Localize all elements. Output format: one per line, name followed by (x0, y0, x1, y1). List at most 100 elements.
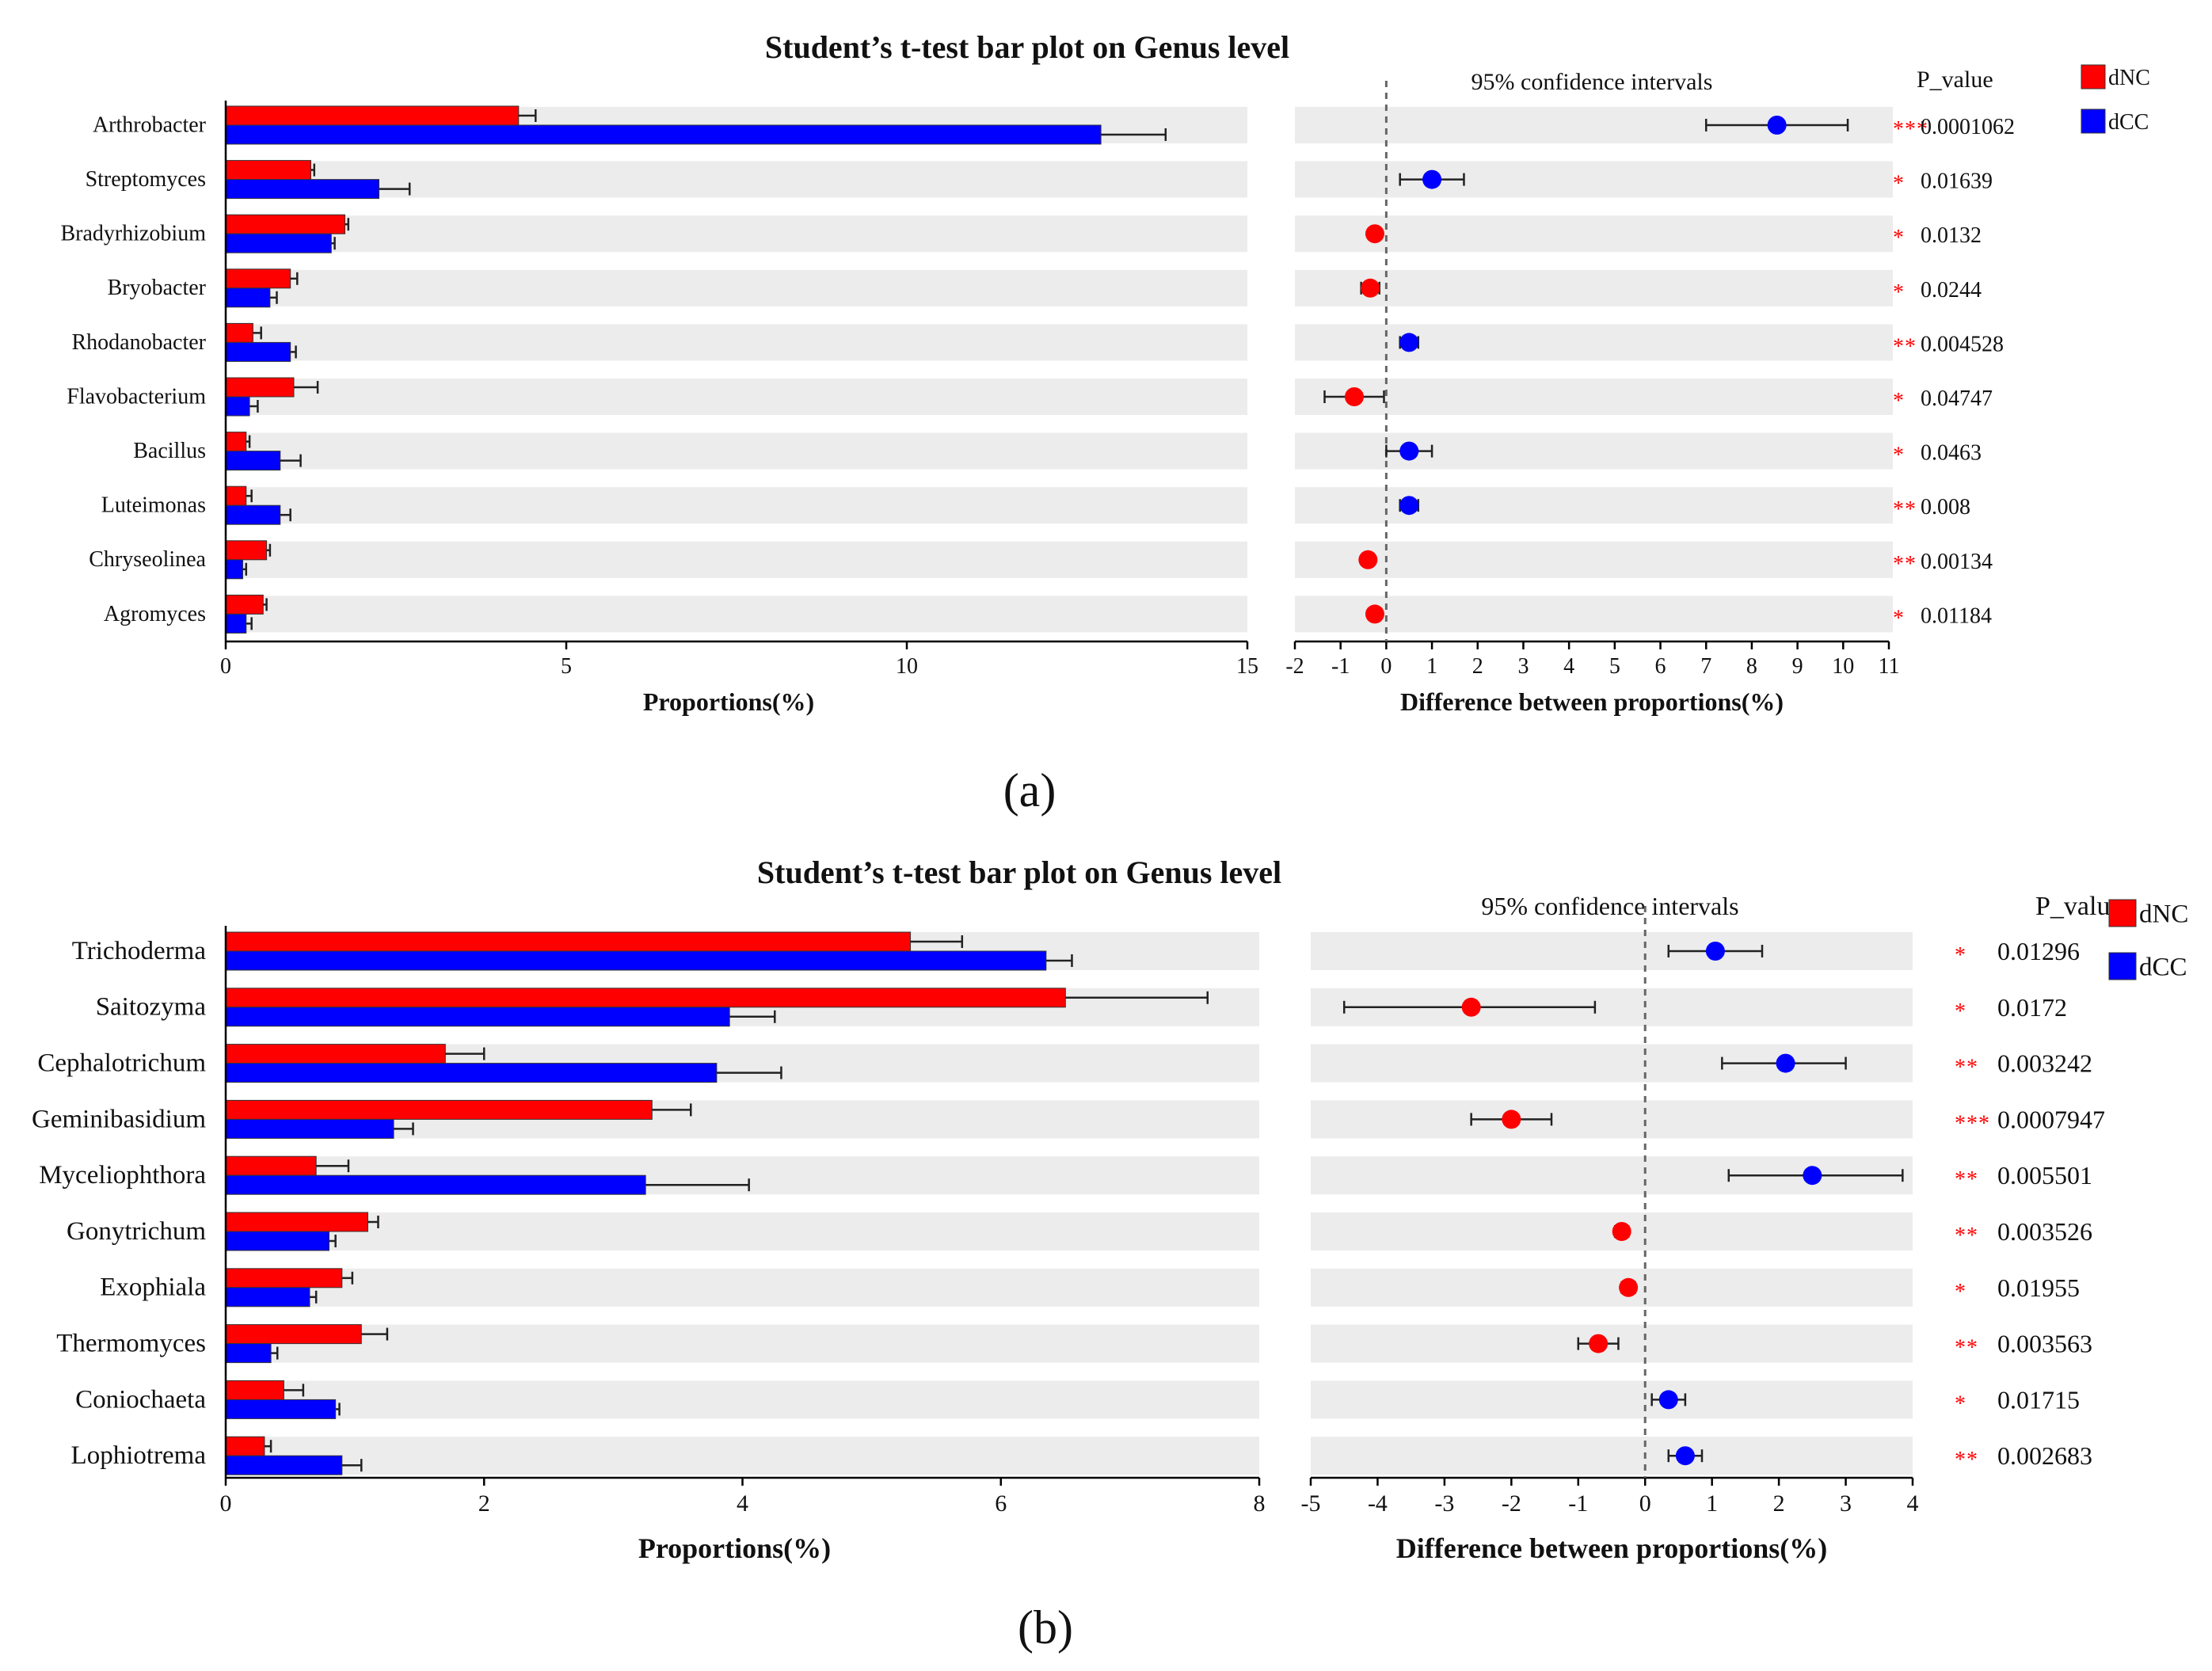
ci-point-dCC (1658, 1390, 1678, 1410)
x-tick-label: 6 (995, 1490, 1007, 1517)
x-tick-label: 5 (561, 654, 572, 679)
ci-row-band (1311, 932, 1913, 970)
panel-a: Student’s t-test bar plot on Genus level… (60, 29, 2149, 816)
panel-label: (b) (1018, 1601, 1073, 1654)
row-band (226, 379, 1247, 415)
x-tick-label: 0 (220, 1490, 232, 1517)
bar-dCC (225, 504, 281, 525)
bar-dNC (225, 1436, 265, 1456)
category-label: Coniochaeta (75, 1385, 206, 1414)
row-band (226, 1212, 1259, 1250)
ci-x-tick-label: 7 (1700, 654, 1711, 679)
ci-row-band (1295, 432, 1893, 470)
category-label: Arthrobacter (93, 112, 207, 137)
legend-label-dCC: dCC (2139, 953, 2187, 982)
category-label: Geminibasidium (32, 1105, 206, 1133)
ci-x-tick-label: 3 (1517, 654, 1529, 679)
p-value: 0.01296 (1997, 937, 2080, 965)
row-band (226, 161, 1247, 198)
p-value: 0.01715 (1997, 1385, 2080, 1414)
row-band (226, 541, 1247, 578)
row-band (226, 1324, 1259, 1363)
ci-row-band (1295, 487, 1893, 524)
legend-swatch-dNC (2108, 899, 2137, 927)
ci-x-tick-label: 0 (1380, 654, 1392, 679)
bar-dCC (225, 287, 271, 308)
ci-row-band (1295, 541, 1893, 578)
ci-x-axis-title: Difference between proportions(%) (1396, 1532, 1828, 1564)
p-value: 0.0463 (1921, 441, 1982, 466)
x-tick-label: 0 (220, 654, 231, 679)
bar-dNC (225, 105, 520, 126)
ci-row-band (1295, 269, 1893, 306)
bar-dNC (225, 268, 291, 289)
significance-stars: * (1893, 172, 1905, 196)
bar-dCC (225, 1231, 329, 1251)
ci-x-tick-label: -2 (1502, 1490, 1521, 1517)
ci-point-dNC (1365, 604, 1384, 624)
row-band (226, 432, 1247, 470)
significance-stars: ** (1955, 1336, 1978, 1361)
p-value: 0.01955 (1997, 1273, 2080, 1302)
category-label: Gonytrichum (67, 1217, 206, 1246)
x-tick-label: 2 (478, 1490, 490, 1517)
legend-label-dCC: dCC (2108, 110, 2149, 135)
bar-dCC (225, 613, 247, 634)
significance-stars: * (1955, 943, 1966, 968)
ci-point-dCC (1399, 333, 1419, 352)
ci-point-dNC (1361, 278, 1380, 298)
ci-x-tick-label: 1 (1706, 1490, 1718, 1517)
ci-x-tick-label: 0 (1639, 1490, 1651, 1517)
p-value-title: P_value (2035, 892, 2123, 921)
x-tick-label: 10 (896, 654, 918, 679)
bar-dCC (225, 1063, 718, 1083)
ci-point-dCC (1675, 1446, 1695, 1466)
ci-x-tick-label: 2 (1472, 654, 1483, 679)
ci-title: 95% confidence intervals (1481, 892, 1738, 920)
significance-stars: * (1893, 389, 1905, 413)
p-value: 0.003526 (1997, 1217, 2092, 1246)
p-value: 0.002683 (1997, 1441, 2092, 1470)
ci-row-band (1295, 161, 1893, 198)
bar-dCC (225, 1118, 394, 1139)
bar-dCC (225, 1174, 646, 1195)
p-value: 0.003242 (1997, 1049, 2092, 1078)
bar-dNC (225, 1268, 343, 1288)
category-label: Chryseolinea (89, 547, 206, 572)
category-label: Agromyces (104, 602, 206, 626)
bar-dNC (225, 432, 247, 452)
ci-row-band (1295, 215, 1893, 253)
category-label: Lophiotrema (71, 1441, 207, 1470)
bar-dNC (225, 540, 268, 561)
x-tick-label: 8 (1254, 1490, 1266, 1517)
ci-row-band (1311, 1437, 1913, 1475)
bar-dNC (225, 1099, 653, 1120)
ci-row-band (1311, 1380, 1913, 1419)
p-value: 0.0244 (1921, 278, 1982, 303)
bar-dCC (225, 1287, 310, 1307)
category-label: Trichoderma (72, 937, 207, 965)
row-band (226, 487, 1247, 524)
significance-stars: *** (1893, 117, 1928, 142)
legend-label-dNC: dNC (2139, 900, 2188, 929)
bar-dCC (225, 451, 281, 471)
x-axis-title: Proportions(%) (643, 687, 814, 716)
significance-stars: * (1893, 226, 1905, 250)
row-band (226, 596, 1247, 633)
p-value: 0.003563 (1997, 1330, 2092, 1358)
row-band (226, 269, 1247, 306)
bar-dCC (225, 396, 250, 417)
p-value: 0.04747 (1921, 386, 1993, 411)
significance-stars: * (1955, 999, 1966, 1024)
ci-x-tick-label: -1 (1331, 654, 1350, 679)
ci-title: 95% confidence intervals (1471, 69, 1713, 95)
ci-row-band (1295, 596, 1893, 633)
bar-dNC (225, 1380, 284, 1400)
ci-row-band (1311, 1268, 1913, 1307)
category-label: Myceliophthora (39, 1161, 206, 1189)
ci-row-band (1295, 379, 1893, 415)
bar-dCC (225, 1399, 337, 1419)
bar-dNC (225, 1324, 362, 1345)
ci-x-axis-title: Difference between proportions(%) (1400, 687, 1784, 716)
